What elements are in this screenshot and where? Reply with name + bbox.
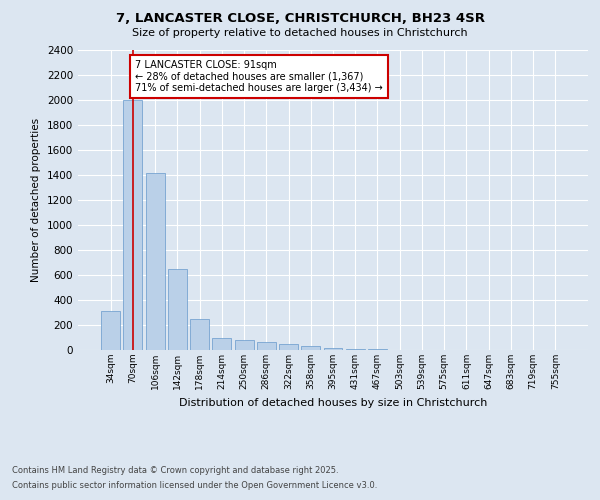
Text: Size of property relative to detached houses in Christchurch: Size of property relative to detached ho… [132,28,468,38]
Bar [124,100,142,350]
Bar [190,319,209,350]
Bar [168,269,187,350]
Y-axis label: Number of detached properties: Number of detached properties [31,118,41,282]
Text: Contains HM Land Registry data © Crown copyright and database right 2025.: Contains HM Land Registry data © Crown c… [12,466,338,475]
Bar [301,346,320,350]
Text: Distribution of detached houses by size in Christchurch: Distribution of detached houses by size … [179,398,487,407]
Bar [257,342,276,350]
Text: 7 LANCASTER CLOSE: 91sqm
← 28% of detached houses are smaller (1,367)
71% of sem: 7 LANCASTER CLOSE: 91sqm ← 28% of detach… [135,60,383,93]
Bar [279,344,298,350]
Text: 7, LANCASTER CLOSE, CHRISTCHURCH, BH23 4SR: 7, LANCASTER CLOSE, CHRISTCHURCH, BH23 4… [115,12,485,26]
Bar [101,311,120,350]
Text: Contains public sector information licensed under the Open Government Licence v3: Contains public sector information licen… [12,481,377,490]
Bar [235,340,254,350]
Bar [212,338,231,350]
Bar [323,348,343,350]
Bar [146,172,164,350]
Bar [346,349,365,350]
